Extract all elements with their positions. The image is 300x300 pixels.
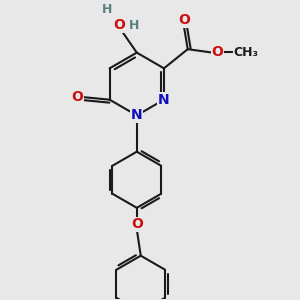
- Text: O: O: [178, 14, 190, 28]
- Text: O: O: [113, 18, 125, 32]
- Text: CH₃: CH₃: [234, 46, 259, 59]
- Text: H: H: [102, 3, 112, 16]
- Text: N: N: [131, 108, 142, 122]
- Text: H: H: [128, 19, 139, 32]
- Text: O: O: [72, 90, 83, 104]
- Text: O: O: [212, 46, 224, 59]
- Text: N: N: [158, 93, 170, 107]
- Text: O: O: [131, 217, 143, 231]
